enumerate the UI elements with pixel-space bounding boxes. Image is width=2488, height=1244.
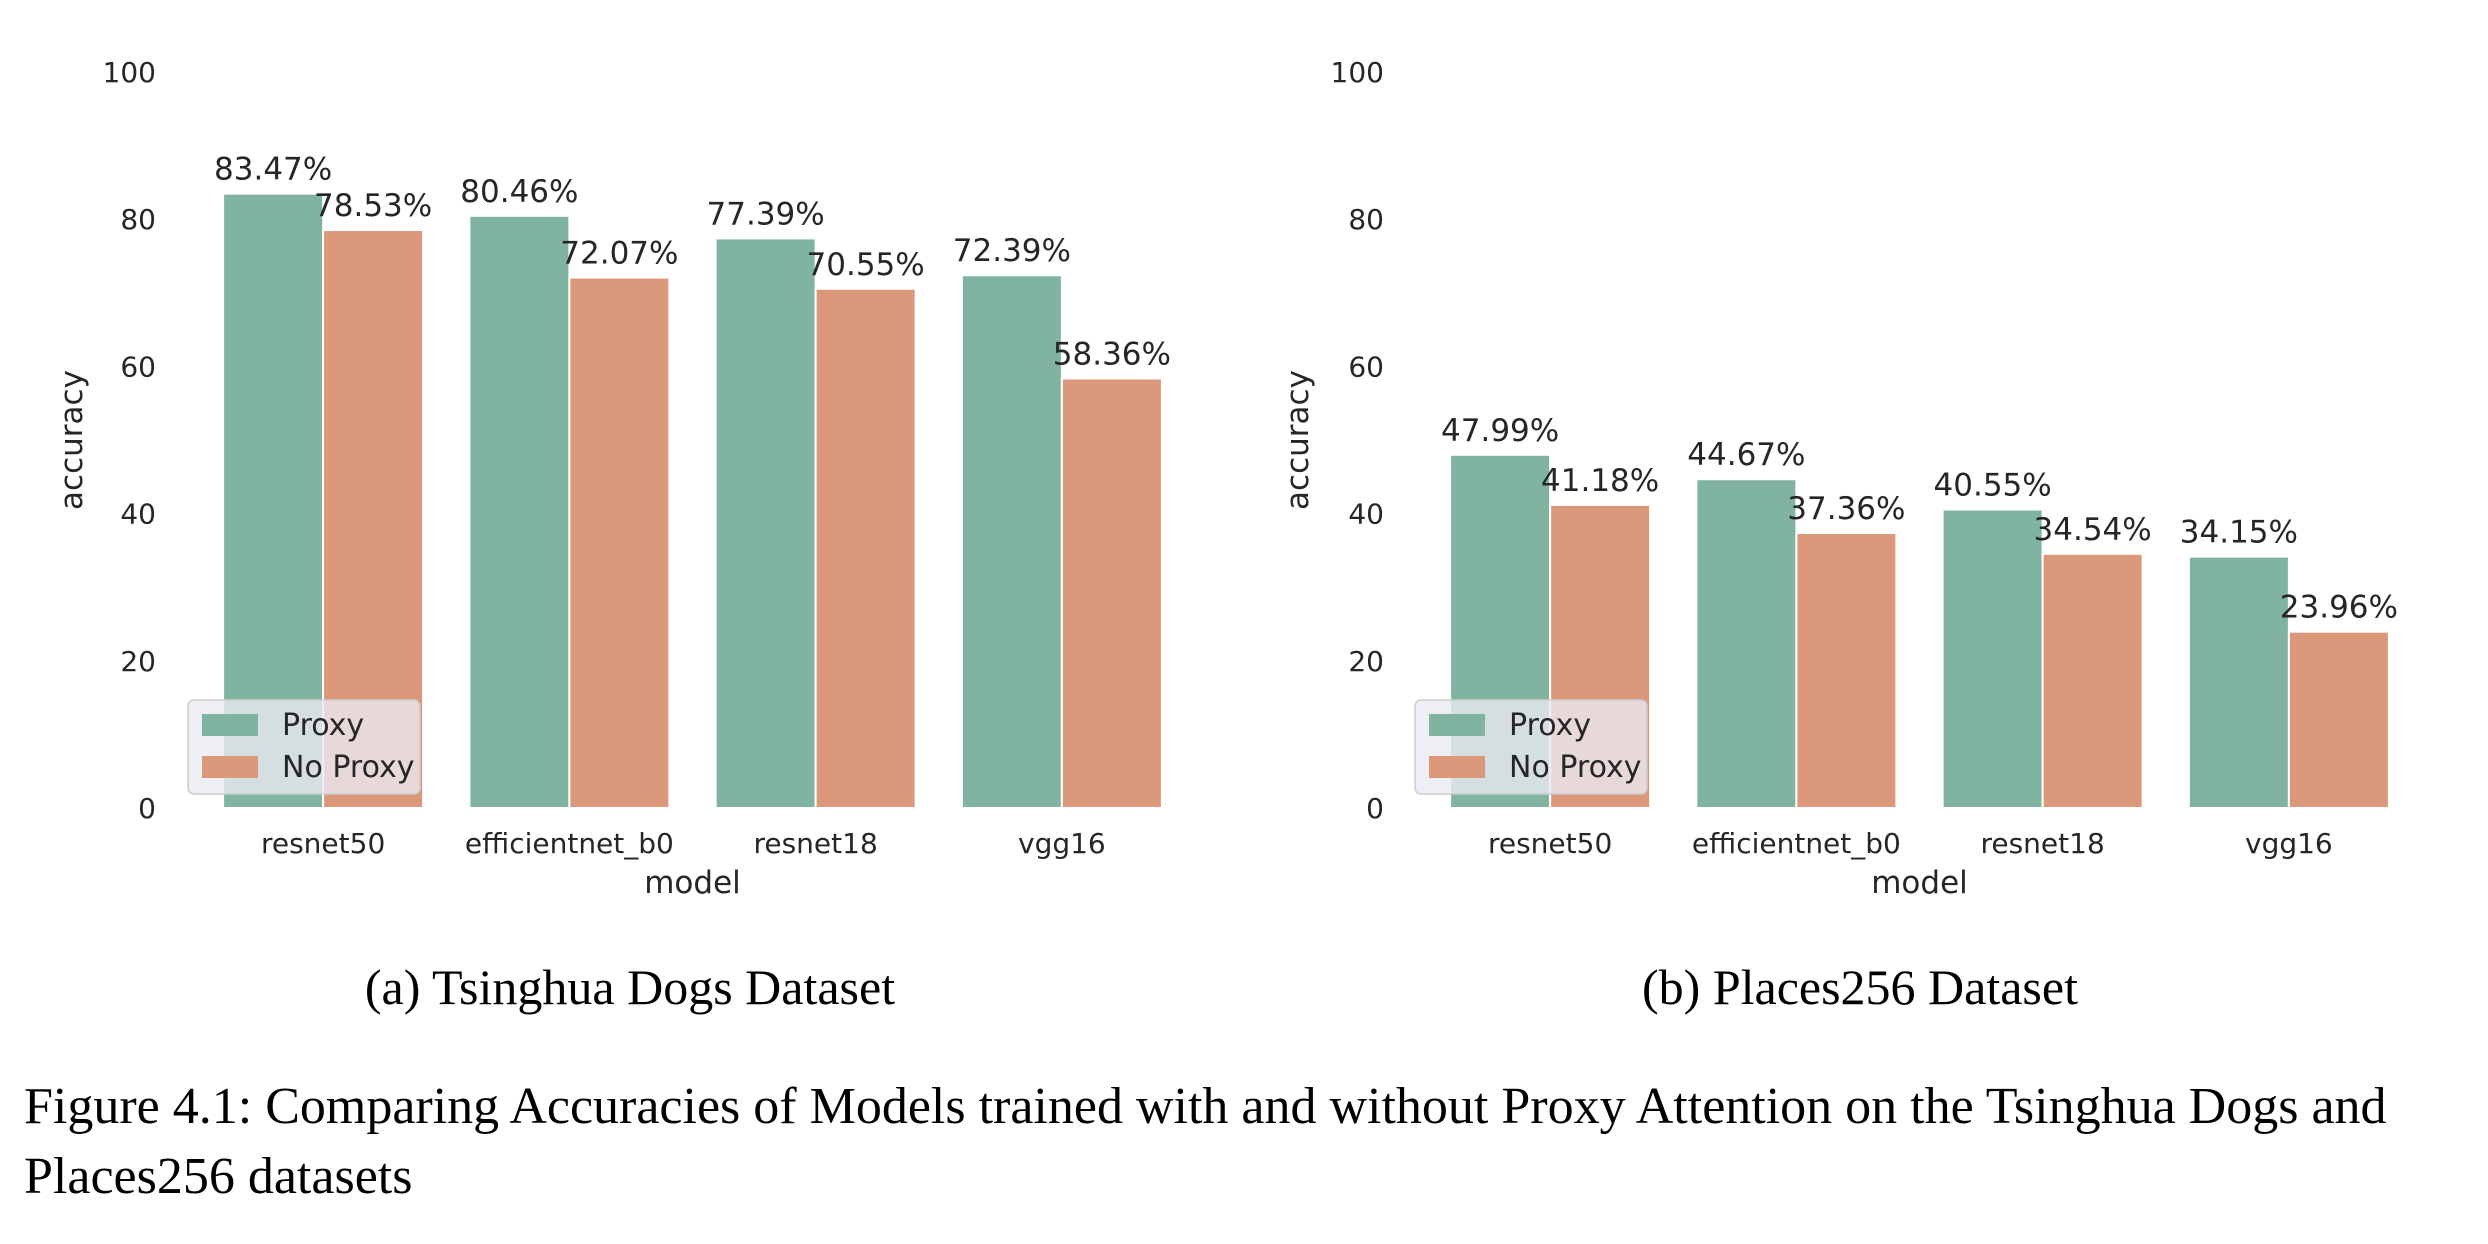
bar-no-proxy-resnet18 (814, 287, 917, 809)
y-tick-label: 80 (1348, 203, 1384, 236)
x-axis-label: model (644, 865, 741, 901)
data-label: 34.15% (2180, 515, 2298, 551)
data-label: 44.67% (1687, 437, 1805, 473)
x-tick-label: efficientnet_b0 (465, 827, 674, 860)
y-tick-label: 60 (1348, 350, 1384, 383)
legend-label: Proxy (282, 708, 364, 743)
data-label: 34.54% (2034, 512, 2152, 548)
legend-label: Proxy (1509, 708, 1591, 743)
x-tick-label: vgg16 (1018, 827, 1106, 860)
data-label: 37.36% (1787, 491, 1905, 527)
y-axis-label: accuracy (1280, 370, 1316, 510)
y-tick-label: 40 (1348, 498, 1384, 531)
data-label: 72.39% (953, 233, 1071, 269)
bar-proxy-resnet18 (714, 237, 817, 809)
x-tick-label: resnet50 (261, 827, 385, 860)
data-label: 70.55% (807, 247, 925, 283)
y-axis-label: accuracy (54, 370, 90, 510)
y-tick-label: 0 (1366, 792, 1384, 825)
bar-no-proxy-efficientnet_b0 (568, 276, 671, 809)
x-tick-label: efficientnet_b0 (1692, 827, 1901, 860)
subcaption-b: (b) Places256 Dataset (1642, 959, 2078, 1015)
chart-tsinghua-dogs: 0 20 40 60 80 100 accuracy 83.47%78.53% resnet50… (54, 56, 1171, 901)
x-tick-label: vgg16 (2245, 827, 2333, 860)
data-label: 47.99% (1441, 413, 1559, 449)
y-tick-label: 100 (103, 56, 156, 89)
bar-proxy-vgg16 (2187, 555, 2290, 809)
x-tick-label: resnet18 (1980, 827, 2104, 860)
y-tick-label: 20 (120, 645, 156, 678)
data-label: 40.55% (1934, 468, 2052, 504)
legend-swatch-proxy (202, 714, 258, 736)
x-axis-label: model (1871, 865, 1968, 901)
bar-no-proxy-vgg16 (2287, 630, 2390, 810)
data-label: 77.39% (707, 196, 825, 232)
y-tick-label: 60 (120, 350, 156, 383)
bar-proxy-resnet18 (1941, 508, 2044, 809)
legend-swatch-no-proxy (1429, 756, 1485, 778)
data-label: 41.18% (1541, 463, 1659, 499)
y-tick-label: 0 (138, 792, 156, 825)
legend-swatch-proxy (1429, 714, 1485, 736)
figure-caption: Figure 4.1: Comparing Accuracies of Mode… (24, 1078, 2387, 1205)
data-label: 58.36% (1053, 336, 1171, 372)
bar-proxy-vgg16 (960, 274, 1063, 809)
bar-no-proxy-resnet18 (2041, 552, 2144, 809)
data-label: 23.96% (2280, 590, 2398, 626)
y-tick-label: 40 (120, 498, 156, 531)
bar-proxy-efficientnet_b0 (1695, 478, 1798, 809)
x-tick-label: resnet50 (1488, 827, 1612, 860)
data-label: 72.07% (560, 236, 678, 272)
data-label: 83.47% (214, 152, 332, 188)
y-tick-label: 20 (1348, 645, 1384, 678)
chart-places256: 0 20 40 60 80 100 accuracy 47.99% 41.18% resnet50… (1280, 56, 2398, 901)
legend-label: No Proxy (1509, 750, 1642, 785)
subcaption-a: (a) Tsinghua Dogs Dataset (364, 959, 896, 1015)
y-tick-label: 100 (1331, 56, 1384, 89)
bar-no-proxy-efficientnet_b0 (1795, 532, 1898, 809)
x-tick-label: resnet18 (753, 827, 877, 860)
legend-label: No Proxy (282, 750, 415, 785)
bar-proxy-efficientnet_b0 (468, 214, 571, 810)
data-label: 80.46% (460, 174, 578, 210)
bar-no-proxy-vgg16 (1060, 377, 1163, 809)
data-label: 78.53% (314, 188, 432, 224)
legend-swatch-no-proxy (202, 756, 258, 778)
y-tick-label: 80 (120, 203, 156, 236)
